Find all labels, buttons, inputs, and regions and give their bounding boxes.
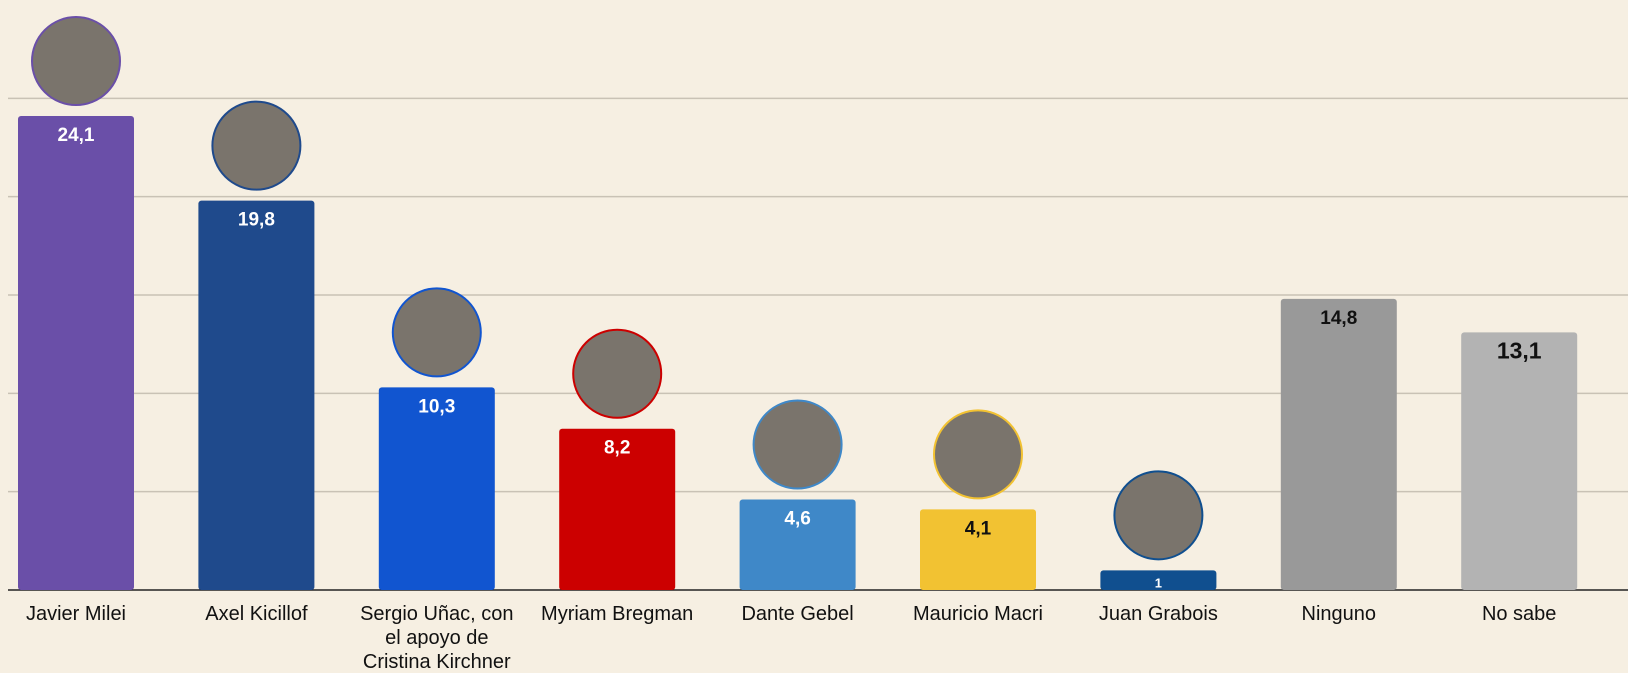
x-tick-label: Mauricio Macri [893, 602, 1063, 626]
portrait [1114, 471, 1202, 559]
value-label: 19,8 [238, 210, 275, 231]
x-tick-label: Dante Gebel [713, 602, 883, 626]
plot: 24,1 19,8 10,3 8,2 4,6 4,1 1 14,8 13,1 [0, 0, 1628, 673]
value-label: 4,6 [784, 509, 810, 530]
bar [1461, 332, 1577, 590]
portrait [934, 410, 1022, 498]
bar [379, 387, 495, 590]
x-tick-label: Juan Grabois [1073, 602, 1243, 626]
value-label: 14,8 [1320, 308, 1357, 329]
x-tick-label: Ninguno [1254, 602, 1424, 626]
bar [1281, 299, 1397, 590]
portrait [212, 102, 300, 190]
portrait [393, 288, 481, 376]
value-label: 1 [1155, 575, 1162, 590]
value-label: 24,1 [58, 125, 95, 146]
portrait [573, 330, 661, 418]
bar [18, 116, 134, 590]
x-tick-label: No sabe [1434, 602, 1604, 626]
value-label: 10,3 [418, 396, 455, 417]
x-tick-label: Javier Milei [0, 602, 161, 626]
x-tick-label: Sergio Uñac, con el apoyo de Cristina Ki… [352, 602, 522, 673]
portrait [754, 401, 842, 489]
value-label: 4,1 [965, 518, 992, 539]
x-tick-label: Myriam Bregman [532, 602, 702, 626]
portrait [32, 17, 120, 105]
x-tick-label: Axel Kicillof [171, 602, 341, 626]
value-label: 8,2 [604, 438, 630, 459]
value-label: 13,1 [1497, 337, 1542, 363]
bar [198, 201, 314, 590]
chart: 24,1 19,8 10,3 8,2 4,6 4,1 1 14,8 13,1 Javier Mi… [0, 0, 1628, 673]
